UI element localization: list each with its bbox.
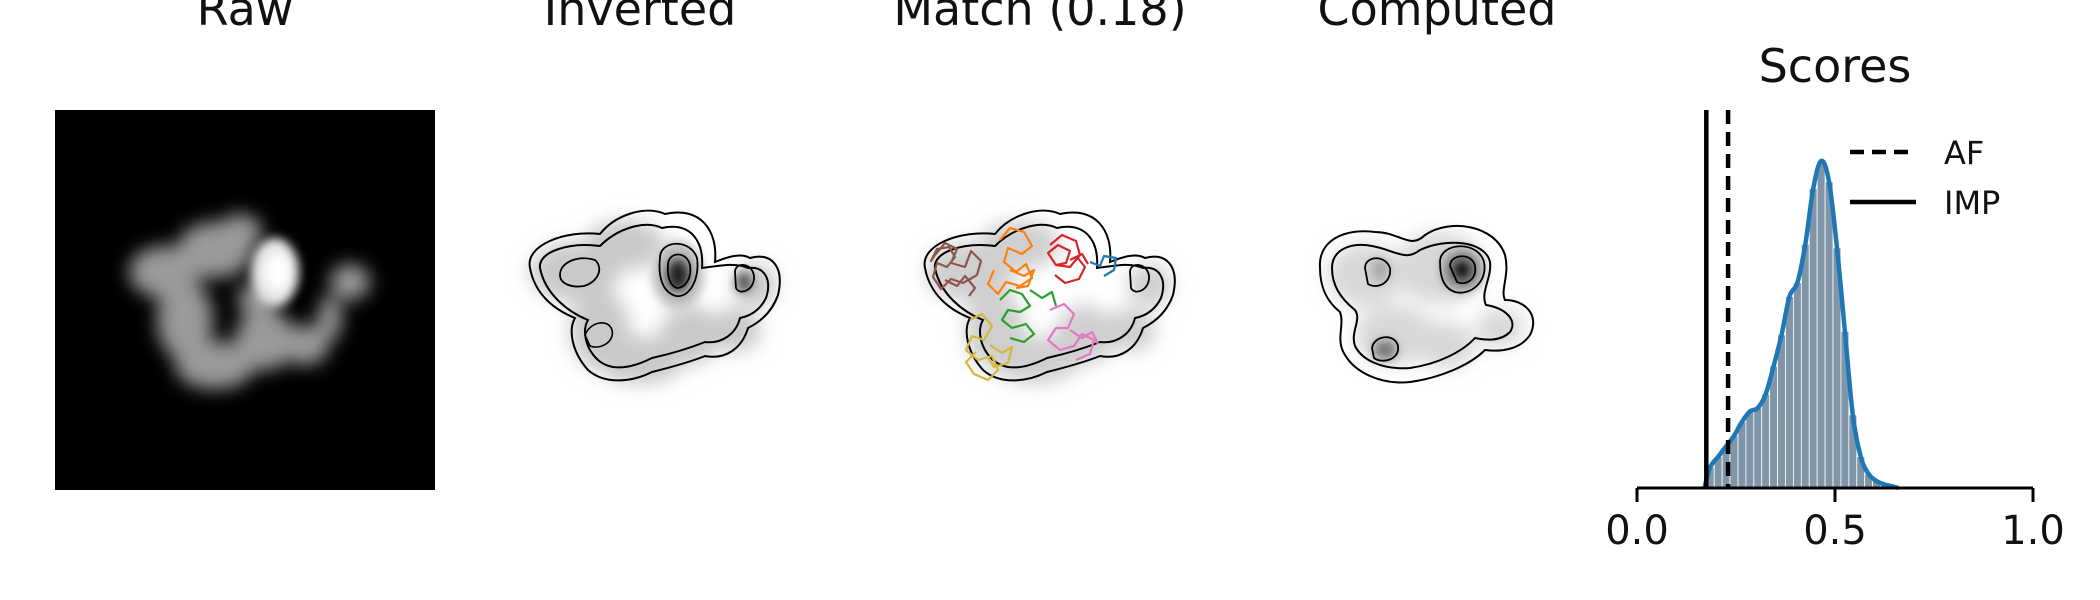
kde-curve [1702,158,1900,491]
histogram-bar [1777,334,1786,489]
computed-title: Computed [1317,0,1557,36]
inverted-image [528,209,781,384]
x-tick-label: 0.5 [1803,508,1867,554]
match-title: Match (0.18) [893,0,1187,36]
scores-chart: Scores 0.0 0.5 1.0 AF IMP [1605,39,2065,554]
x-tick-label: 0.0 [1605,508,1669,554]
histogram-bar [1793,282,1802,489]
histogram-bar [1753,407,1763,489]
raw-image [55,110,435,490]
histogram-bar [1800,243,1810,489]
histogram-bar [1785,296,1794,489]
legend-imp-label: IMP [1944,184,2000,222]
legend-af-label: AF [1944,134,1984,172]
computed-image [1318,224,1535,384]
inverted-title: Inverted [543,0,737,36]
x-axis-ticks: 0.0 0.5 1.0 [1605,488,2065,554]
match-image [923,209,1176,384]
scores-title: Scores [1759,39,1912,93]
histogram-bar [1816,160,1826,489]
legend: AF IMP [1850,134,2000,222]
histogram-bar [1729,435,1739,489]
raw-title: Raw [196,0,294,36]
histogram-bar [1824,181,1834,489]
histogram-bar [1761,393,1771,489]
histogram-bar [1737,421,1747,489]
histogram-bar [1808,188,1818,489]
histogram-bar [1745,411,1755,489]
x-tick-label: 1.0 [2001,508,2065,554]
histogram-bars [1705,160,1897,489]
